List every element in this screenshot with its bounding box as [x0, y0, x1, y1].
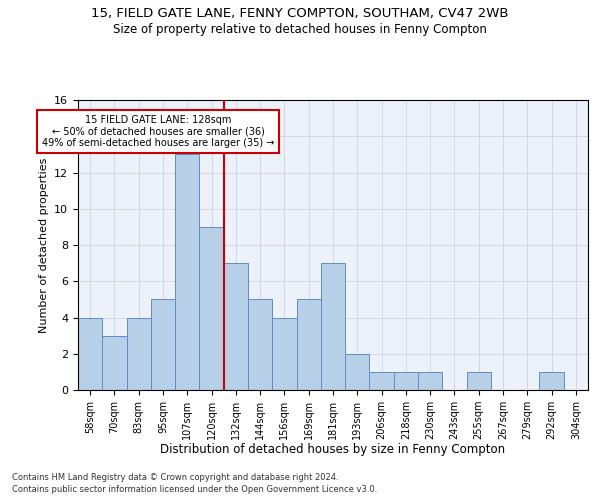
Bar	[199, 227, 224, 390]
Bar	[127, 318, 151, 390]
Text: Contains HM Land Registry data © Crown copyright and database right 2024.: Contains HM Land Registry data © Crown c…	[12, 472, 338, 482]
Bar	[321, 263, 345, 390]
Bar	[78, 318, 102, 390]
Bar	[296, 300, 321, 390]
Text: Size of property relative to detached houses in Fenny Compton: Size of property relative to detached ho…	[113, 22, 487, 36]
Text: 15 FIELD GATE LANE: 128sqm
← 50% of detached houses are smaller (36)
49% of semi: 15 FIELD GATE LANE: 128sqm ← 50% of deta…	[42, 114, 274, 148]
Bar	[394, 372, 418, 390]
Bar	[224, 263, 248, 390]
Text: 15, FIELD GATE LANE, FENNY COMPTON, SOUTHAM, CV47 2WB: 15, FIELD GATE LANE, FENNY COMPTON, SOUT…	[91, 8, 509, 20]
Text: Distribution of detached houses by size in Fenny Compton: Distribution of detached houses by size …	[160, 442, 506, 456]
Bar	[102, 336, 127, 390]
Bar	[272, 318, 296, 390]
Text: Contains public sector information licensed under the Open Government Licence v3: Contains public sector information licen…	[12, 485, 377, 494]
Bar	[175, 154, 199, 390]
Bar	[248, 300, 272, 390]
Bar	[345, 354, 370, 390]
Bar	[539, 372, 564, 390]
Bar	[467, 372, 491, 390]
Bar	[370, 372, 394, 390]
Bar	[151, 300, 175, 390]
Y-axis label: Number of detached properties: Number of detached properties	[38, 158, 49, 332]
Bar	[418, 372, 442, 390]
